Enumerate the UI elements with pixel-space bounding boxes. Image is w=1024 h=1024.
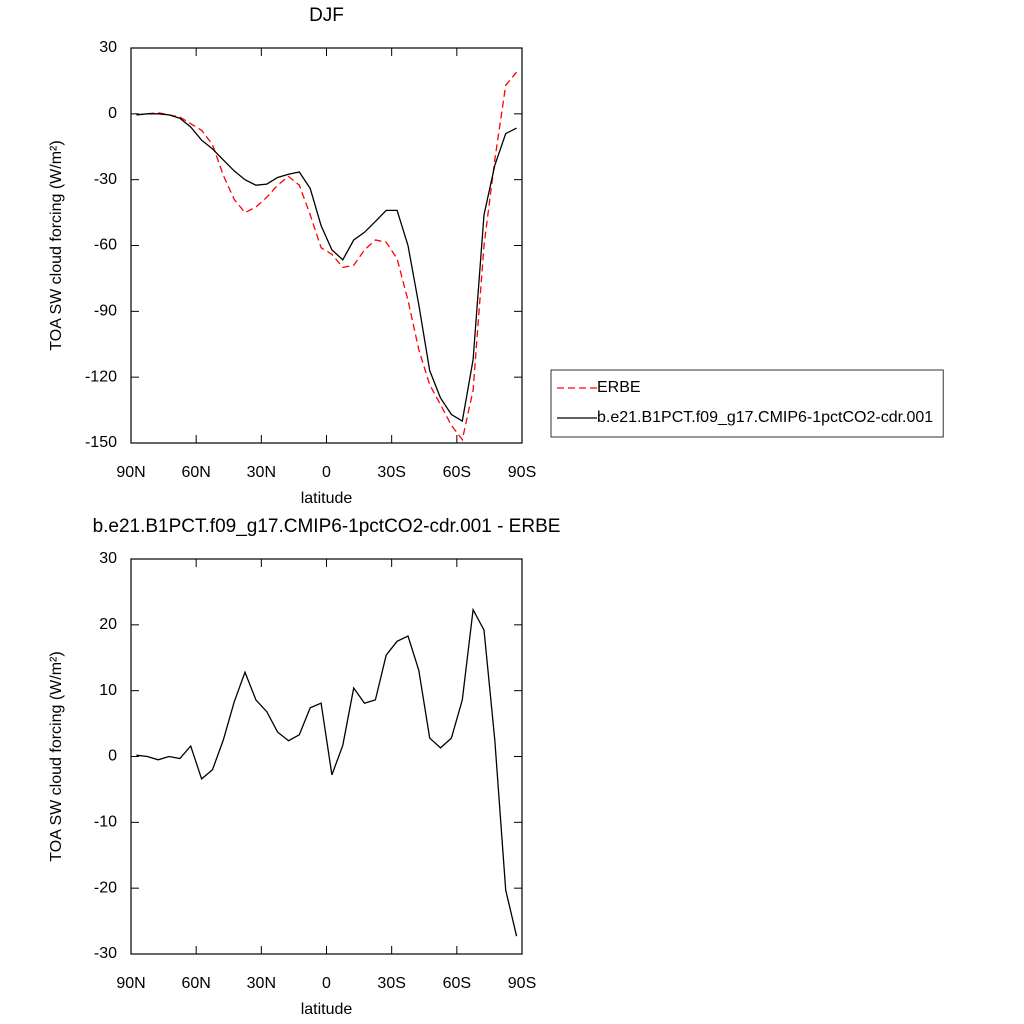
y-tick-label: -150 bbox=[85, 434, 117, 451]
x-tick-label: 90S bbox=[508, 464, 536, 481]
chart-title: b.e21.B1PCT.f09_g17.CMIP6-1pctCO2-cdr.00… bbox=[93, 516, 561, 537]
chart-title: DJF bbox=[309, 5, 344, 26]
x-tick-label: 0 bbox=[322, 975, 331, 992]
y-tick-label: 10 bbox=[99, 682, 117, 699]
y-tick-label: 30 bbox=[99, 550, 117, 567]
x-tick-label: 0 bbox=[322, 464, 331, 481]
x-tick-label: 60S bbox=[443, 975, 471, 992]
x-tick-label: 60N bbox=[181, 464, 210, 481]
data-line bbox=[136, 71, 518, 442]
y-tick-label: -20 bbox=[94, 879, 117, 896]
y-tick-label: -60 bbox=[94, 237, 117, 254]
x-tick-label: 30S bbox=[377, 464, 405, 481]
y-tick-label: 30 bbox=[99, 39, 117, 56]
x-tick-label: 30N bbox=[247, 464, 276, 481]
plot-frame bbox=[130, 47, 523, 444]
y-tick-label: 20 bbox=[99, 616, 117, 633]
y-tick-label: -90 bbox=[94, 303, 117, 320]
legend-box bbox=[550, 369, 944, 438]
x-tick-label: 90N bbox=[116, 464, 145, 481]
x-axis-label: latitude bbox=[301, 1001, 353, 1018]
x-tick-label: 60N bbox=[181, 975, 210, 992]
y-tick-label: -30 bbox=[94, 945, 117, 962]
y-axis-label: TOA SW cloud forcing (W/m²) bbox=[48, 140, 65, 350]
y-axis-label: TOA SW cloud forcing (W/m²) bbox=[48, 651, 65, 861]
y-tick-label: -30 bbox=[94, 171, 117, 188]
x-tick-label: 30S bbox=[377, 975, 405, 992]
data-line bbox=[136, 113, 517, 423]
data-line bbox=[136, 607, 518, 937]
x-tick-label: 90N bbox=[116, 975, 145, 992]
x-axis-label: latitude bbox=[301, 490, 353, 507]
x-tick-label: 60S bbox=[443, 464, 471, 481]
legend-label: ERBE bbox=[597, 379, 641, 396]
x-tick-label: 90S bbox=[508, 975, 536, 992]
legend-label: b.e21.B1PCT.f09_g17.CMIP6-1pctCO2-cdr.00… bbox=[597, 409, 933, 426]
y-tick-label: -10 bbox=[94, 814, 117, 831]
y-tick-label: 0 bbox=[108, 748, 117, 765]
y-tick-label: 0 bbox=[108, 105, 117, 122]
x-tick-label: 30N bbox=[247, 975, 276, 992]
y-tick-label: -120 bbox=[85, 368, 117, 385]
plot-frame bbox=[130, 558, 523, 955]
